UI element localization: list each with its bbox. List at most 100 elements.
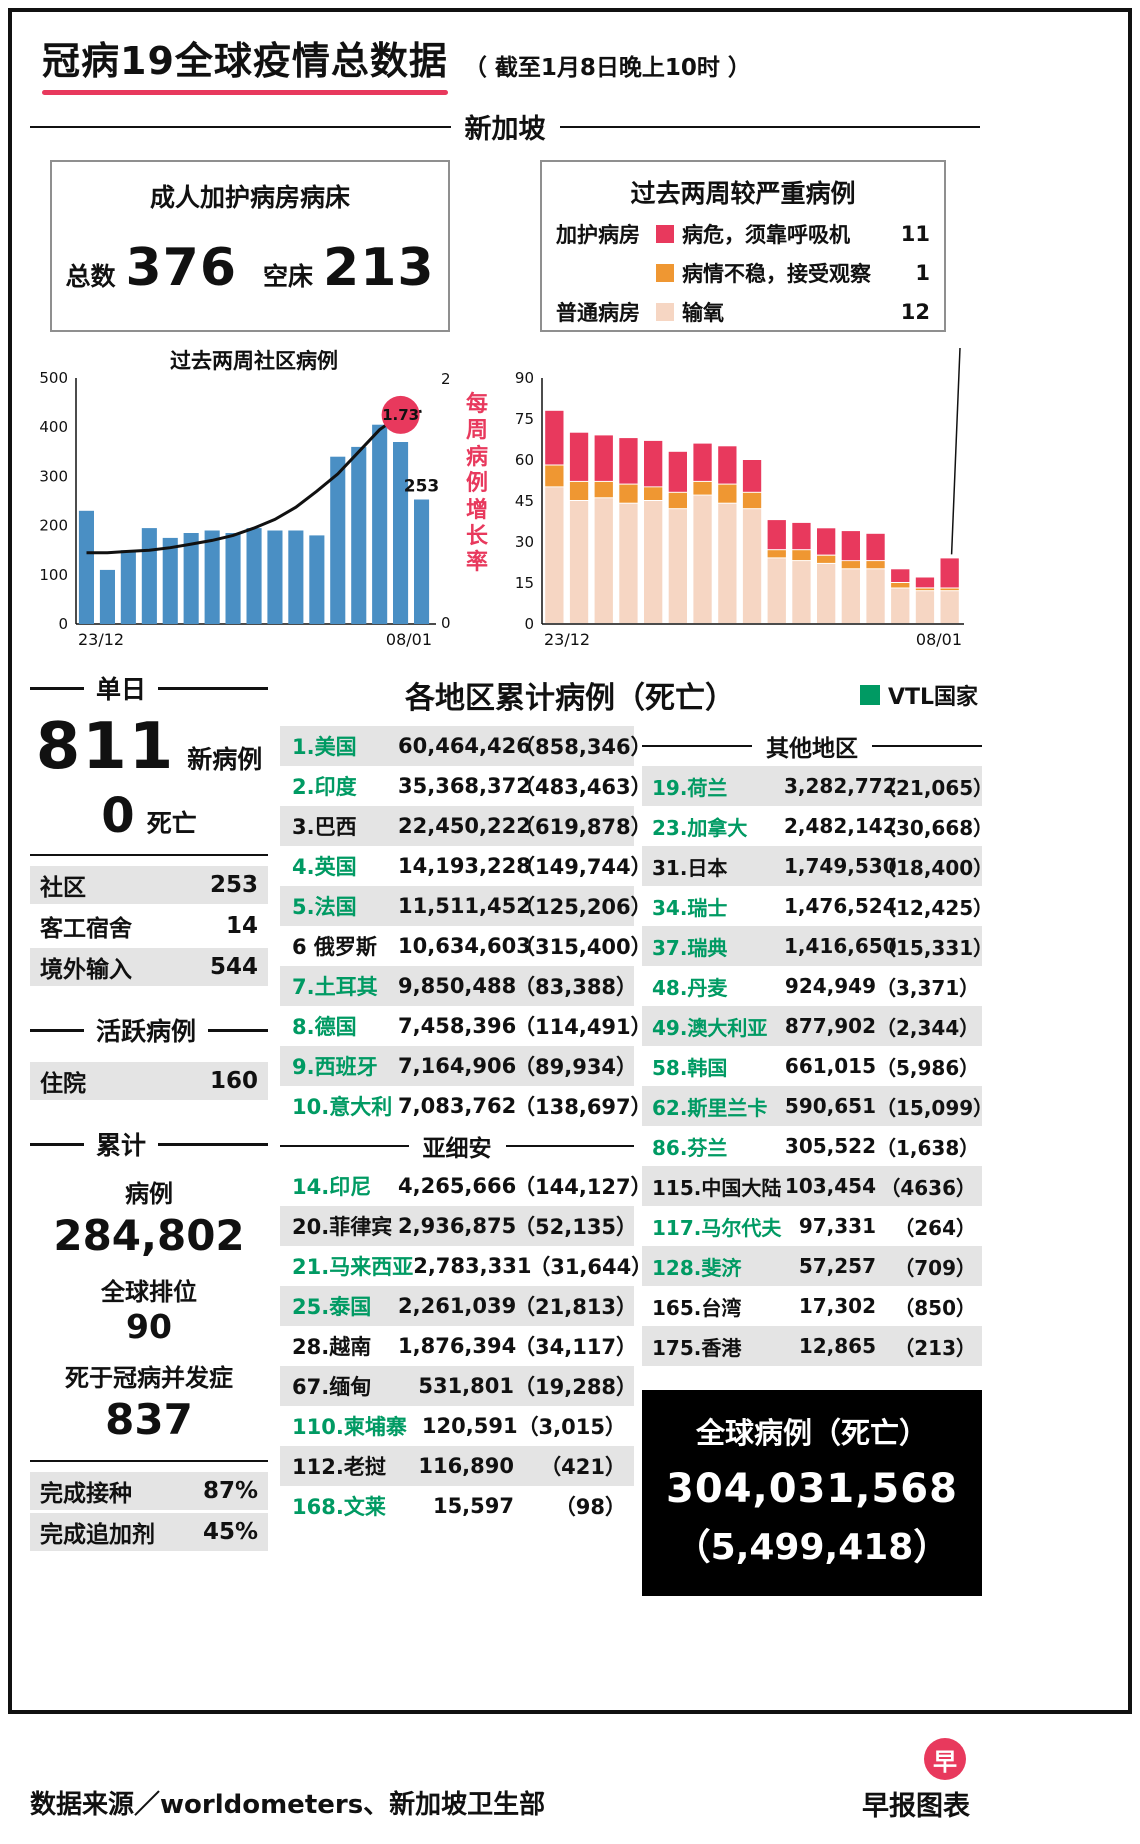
daily-new-cases-value: 811	[35, 710, 176, 784]
country-name: 9.西班牙	[292, 1055, 378, 1079]
country-cases: 2,936,875	[398, 1214, 517, 1238]
infographic-frame: 冠病19全球疫情总数据 （ 截至1月8日晚上10时 ） 新加坡 成人加护病房病床…	[8, 8, 1132, 1714]
daily-new-cases: 811 新病例	[30, 710, 268, 784]
svg-text:0: 0	[58, 615, 68, 633]
stat-row: 完成接种 87%	[30, 1472, 268, 1510]
country-name: 20.菲律宾	[292, 1215, 393, 1239]
country-cases: 1,876,394	[398, 1334, 517, 1358]
table-row: 67.缅甸 531,801 （19,288）	[280, 1366, 637, 1406]
country-name: 128.斐济	[652, 1255, 742, 1280]
footer: 数据来源／worldometers、新加坡卫生部 早 早报图表	[30, 1738, 970, 1823]
country-cases: 120,591	[421, 1414, 518, 1438]
header: 冠病19全球疫情总数据 （ 截至1月8日晚上10时 ）	[30, 26, 982, 95]
country-name: 67.缅甸	[292, 1375, 372, 1399]
country-name: 6 俄罗斯	[292, 935, 377, 959]
icu-beds-box: 成人加护病房病床 总数 376 空床 213	[50, 160, 450, 332]
table-row: 6 俄罗斯 10,634,603 （315,400）	[280, 926, 652, 966]
country-name: 165.台湾	[652, 1295, 742, 1320]
global-rank-value: 90	[126, 1307, 172, 1346]
svg-text:15: 15	[515, 574, 534, 592]
country-cases: 97,331	[798, 1214, 876, 1238]
country-cases: 877,902	[784, 1014, 876, 1038]
covid-deaths-value: 837	[105, 1395, 193, 1444]
country-cases: 22,450,222	[398, 814, 531, 838]
table-row: 4.英国 14,193,228 （149,744）	[280, 846, 652, 886]
country-cases: 103,454	[784, 1174, 876, 1198]
daily-header-label: 单日	[96, 675, 147, 704]
severe-legend-row: 加护病房 病危，须靠呼吸机 11	[556, 219, 930, 249]
country-cases: 15,597	[432, 1494, 514, 1518]
country-name: 31.日本	[652, 855, 728, 880]
hospitalized-row: 住院 160	[30, 1062, 268, 1100]
asean-header-label: 亚细安	[422, 1136, 492, 1162]
country-name: 2.印度	[292, 775, 357, 799]
ward-type-label: 普通病房	[556, 301, 640, 325]
vaccination-rows: 完成接种 87% 完成追加剂 45%	[30, 1472, 268, 1551]
country-cases: 9,850,488	[398, 974, 517, 998]
covid-deaths-label: 死于冠病并发症	[65, 1364, 233, 1392]
country-deaths: （138,697）	[514, 1095, 652, 1119]
table-row: 34.瑞士 1,476,524 （12,425）	[642, 886, 993, 926]
divider	[30, 1460, 268, 1462]
others-list: 19.荷兰 3,282,772 （21,065） 23.加拿大 2,482,14…	[642, 766, 994, 1366]
country-deaths: （21,813）	[514, 1295, 638, 1319]
vtl-legend-label: VTL国家	[887, 685, 978, 710]
severity-count: 12	[900, 300, 930, 324]
country-cases: 60,464,426	[398, 734, 531, 758]
stat-row: 社区 253	[30, 866, 268, 904]
cumulative-header: 累计	[30, 1126, 268, 1162]
stat-value: 14	[225, 913, 258, 939]
legend-swatch	[656, 225, 674, 243]
svg-text:2: 2	[441, 370, 451, 388]
severe-legend: 加护病房 病危，须靠呼吸机 11 病情不稳，接受观察 1 普通病房 输氧 12	[556, 219, 930, 327]
table-row: 62.斯里兰卡 590,651 （15,099）	[642, 1086, 993, 1126]
country-name: 10.意大利	[292, 1095, 393, 1119]
country-cases: 7,164,906	[398, 1054, 517, 1078]
table-row: 14.印尼 4,265,666 （144,127）	[280, 1166, 652, 1206]
country-deaths: （30,668）	[876, 815, 994, 840]
stat-value: 45%	[202, 1519, 258, 1545]
svg-text:30: 30	[515, 533, 534, 551]
top10-list: 1.美国 60,464,426 （858,346） 2.印度 35,368,37…	[280, 726, 652, 1126]
section-singapore-label: 新加坡	[464, 114, 546, 145]
table-row: 7.土耳其 9,850,488 （83,388）	[280, 966, 637, 1006]
country-name: 25.泰国	[292, 1295, 372, 1319]
country-name: 168.文莱	[292, 1495, 386, 1519]
country-name: 14.印尼	[292, 1175, 372, 1199]
table-row: 117.马尔代夫 97,331 （264）	[642, 1206, 982, 1246]
country-name: 7.土耳其	[292, 975, 378, 999]
icu-total-value: 376	[125, 238, 237, 298]
table-row: 58.韩国 661,015 （5,986）	[642, 1046, 982, 1086]
country-name: 112.老挝	[292, 1455, 386, 1479]
daily-deaths-value: 0	[101, 788, 135, 844]
country-deaths: （89,934）	[514, 1055, 638, 1079]
table-row: 37.瑞典 1,416,650 （15,331）	[642, 926, 993, 966]
stat-value: 253	[209, 872, 258, 898]
section-singapore: 新加坡	[30, 107, 980, 146]
country-deaths: （52,135）	[514, 1215, 638, 1239]
country-deaths: （149,744）	[514, 855, 652, 879]
country-name: 58.韩国	[652, 1055, 728, 1080]
table-row: 20.菲律宾 2,936,875 （52,135）	[280, 1206, 638, 1246]
credit: 早 早报图表	[862, 1738, 970, 1823]
country-name: 48.丹麦	[652, 975, 728, 1000]
global-total-title: 全球病例（死亡）	[695, 1416, 928, 1450]
severity-count: 1	[915, 261, 930, 285]
country-deaths: （34,117）	[514, 1335, 638, 1359]
country-cases: 35,368,372	[398, 774, 531, 798]
asean-header: 亚细安	[280, 1126, 634, 1166]
country-deaths: （264）	[894, 1215, 976, 1240]
table-row: 10.意大利 7,083,762 （138,697）	[280, 1086, 652, 1126]
community-cases-chart: 过去两周社区病例 0 100 200 300 400 500 2 0 253 1.73 23/12 08…	[39, 349, 451, 649]
stat-row: 完成追加剂 45%	[30, 1513, 268, 1551]
legend-swatch	[656, 264, 674, 282]
regions-table: 各地区累计病例（死亡） VTL国家 1.美国 60,464,426 （858,3…	[280, 670, 994, 1596]
svg-text:100: 100	[39, 566, 68, 584]
table-row: 2.印度 35,368,372 （483,463）	[280, 766, 652, 806]
country-name: 3.巴西	[292, 815, 357, 839]
country-deaths: （709）	[894, 1255, 976, 1280]
page-title: 冠病19全球疫情总数据	[42, 39, 448, 83]
svg-text:23/12: 23/12	[544, 630, 590, 649]
country-name: 175.香港	[652, 1335, 742, 1360]
global-total-box: 全球病例（死亡） 304,031,568 （5,499,418）	[642, 1390, 982, 1596]
